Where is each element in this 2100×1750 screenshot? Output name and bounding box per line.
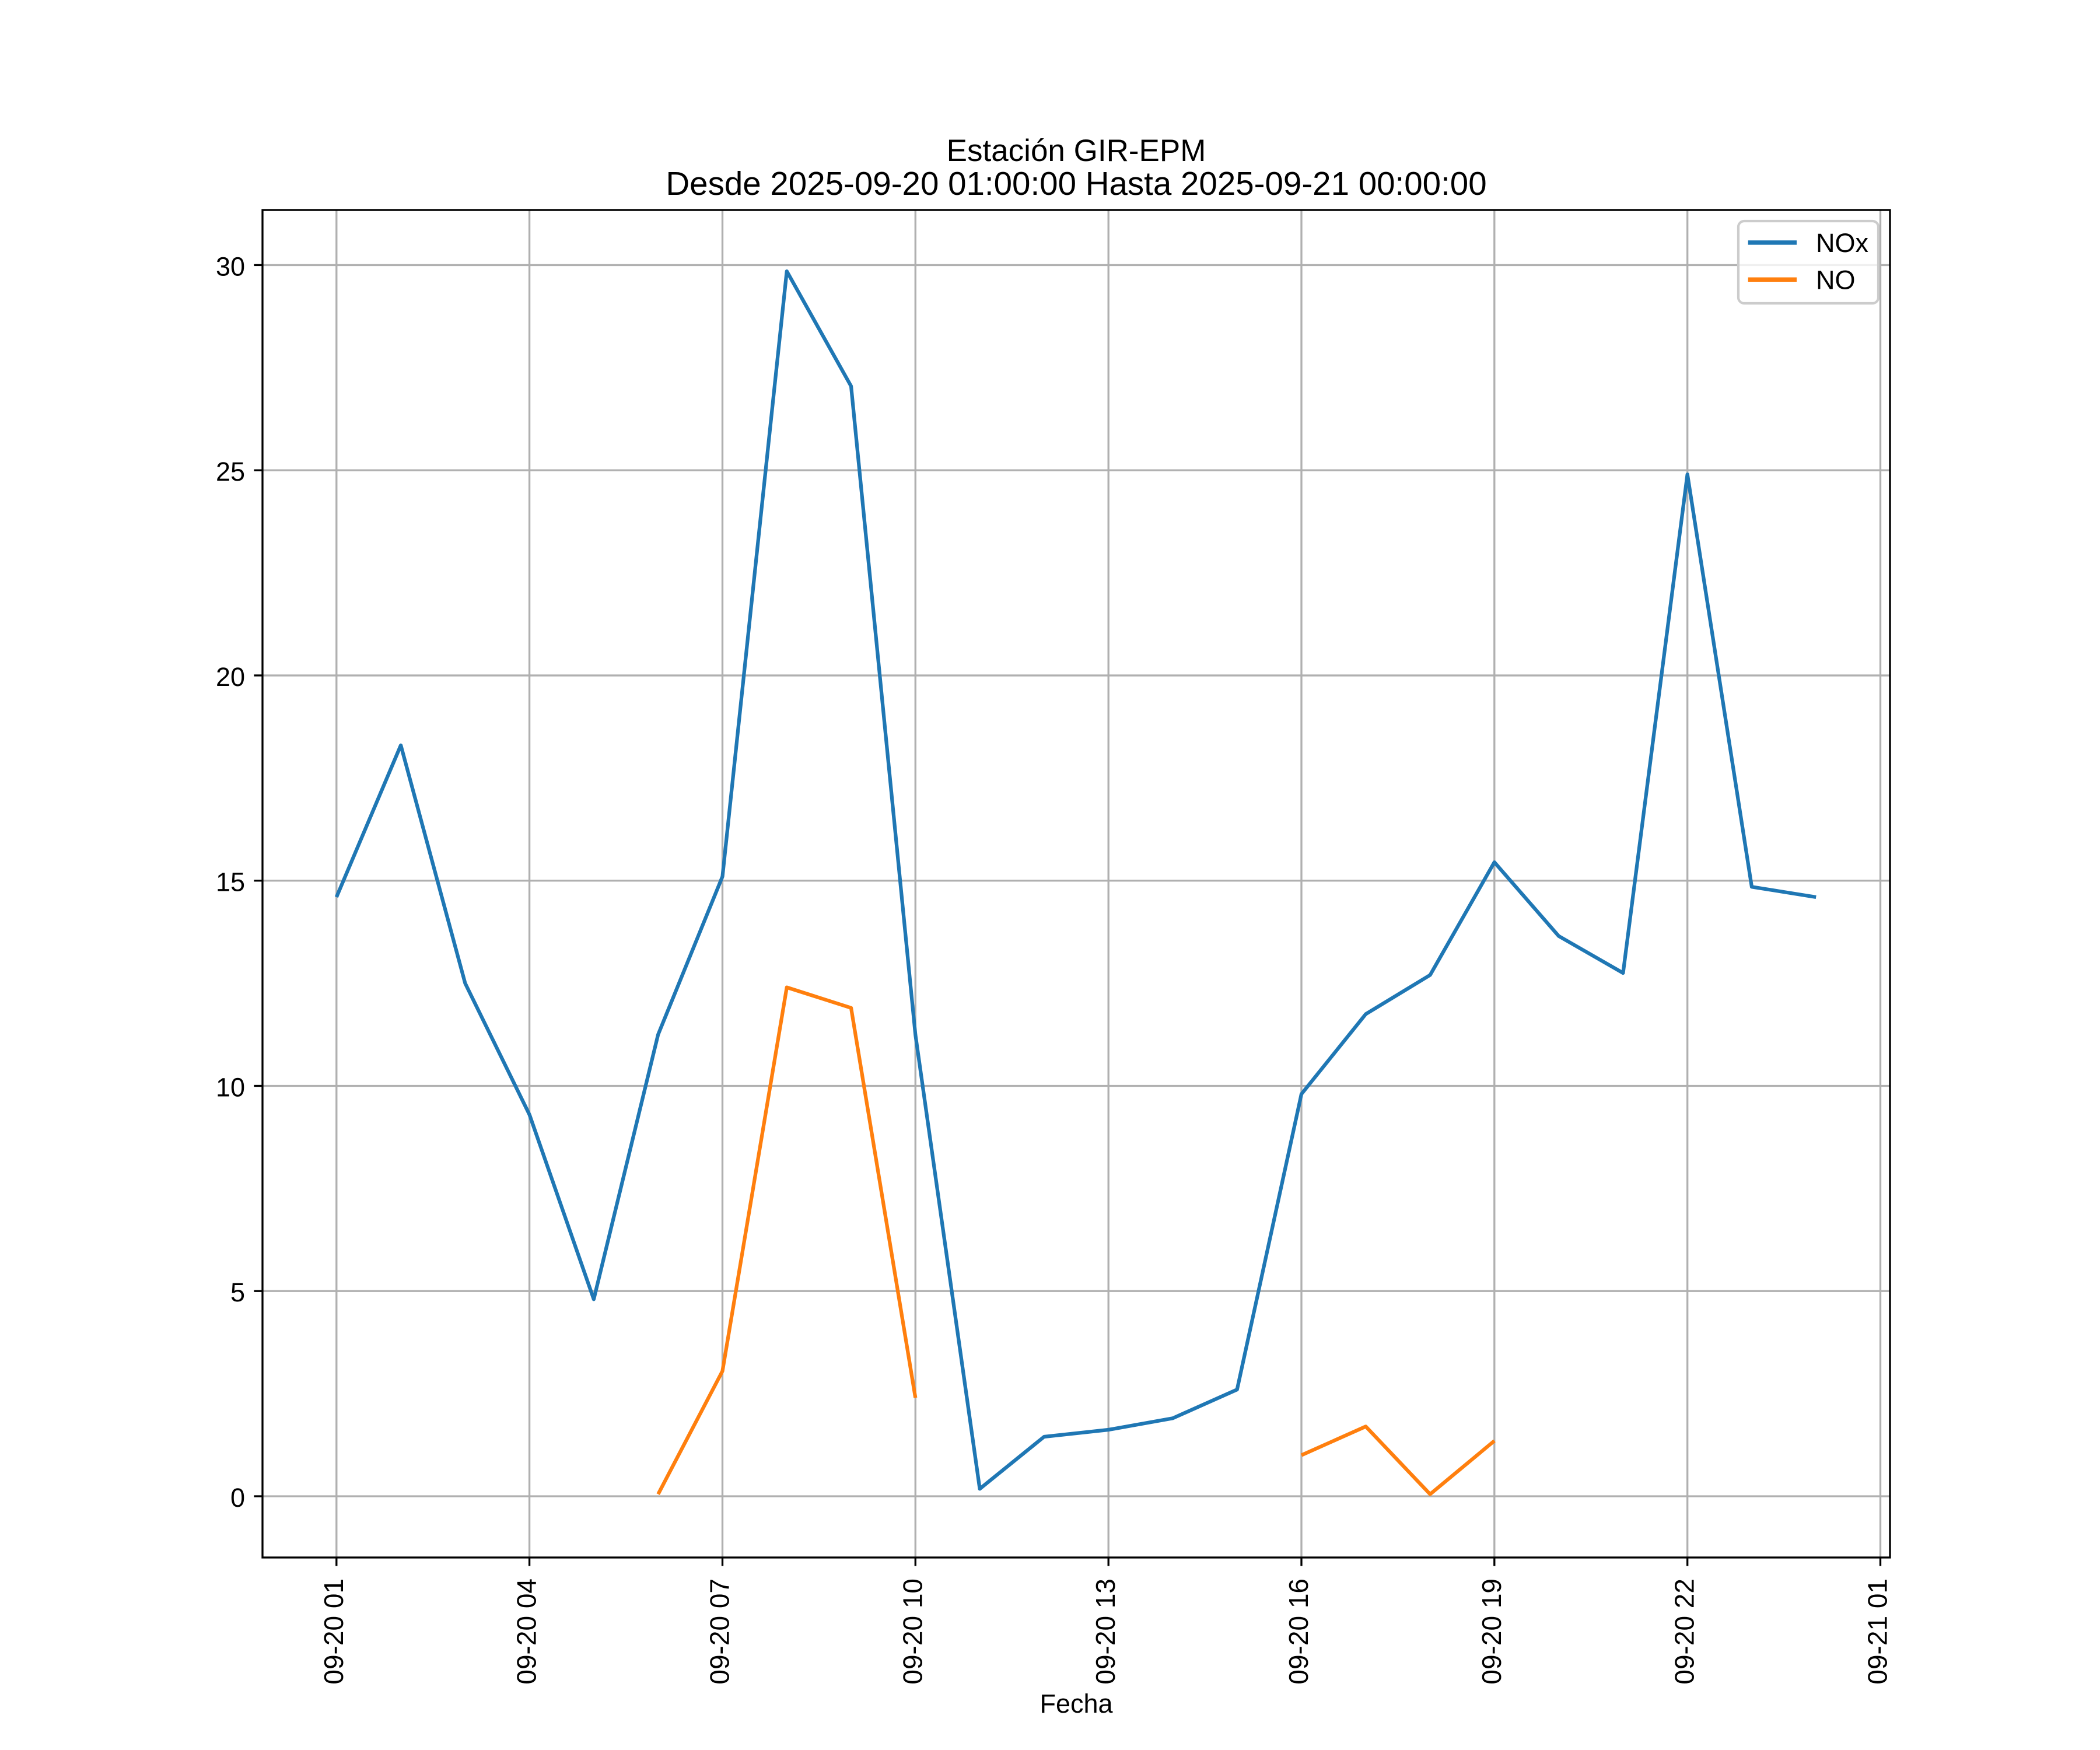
svg-text:Desde 2025-09-20 01:00:00 Hast: Desde 2025-09-20 01:00:00 Hasta 2025-09-… — [666, 165, 1486, 202]
svg-text:25: 25 — [216, 457, 245, 487]
svg-text:09-21 01: 09-21 01 — [1863, 1578, 1893, 1685]
svg-text:Fecha: Fecha — [1040, 1689, 1113, 1718]
svg-text:09-20 16: 09-20 16 — [1283, 1578, 1314, 1685]
svg-text:20: 20 — [216, 662, 245, 692]
svg-text:Estación GIR-EPM: Estación GIR-EPM — [947, 134, 1206, 168]
svg-text:09-20 19: 09-20 19 — [1476, 1578, 1507, 1685]
svg-text:NOx: NOx — [1816, 228, 1869, 258]
svg-text:30: 30 — [216, 251, 245, 281]
svg-text:09-20 22: 09-20 22 — [1670, 1578, 1700, 1685]
svg-text:09-20 04: 09-20 04 — [512, 1578, 542, 1685]
svg-text:09-20 07: 09-20 07 — [705, 1578, 735, 1685]
svg-text:09-20 13: 09-20 13 — [1090, 1578, 1121, 1685]
svg-text:09-20 10: 09-20 10 — [897, 1578, 928, 1685]
svg-text:5: 5 — [230, 1278, 245, 1307]
svg-text:15: 15 — [216, 867, 245, 897]
svg-text:09-20 01: 09-20 01 — [318, 1578, 349, 1685]
svg-text:NO: NO — [1816, 265, 1856, 295]
svg-text:0: 0 — [230, 1483, 245, 1513]
svg-text:10: 10 — [216, 1073, 245, 1102]
